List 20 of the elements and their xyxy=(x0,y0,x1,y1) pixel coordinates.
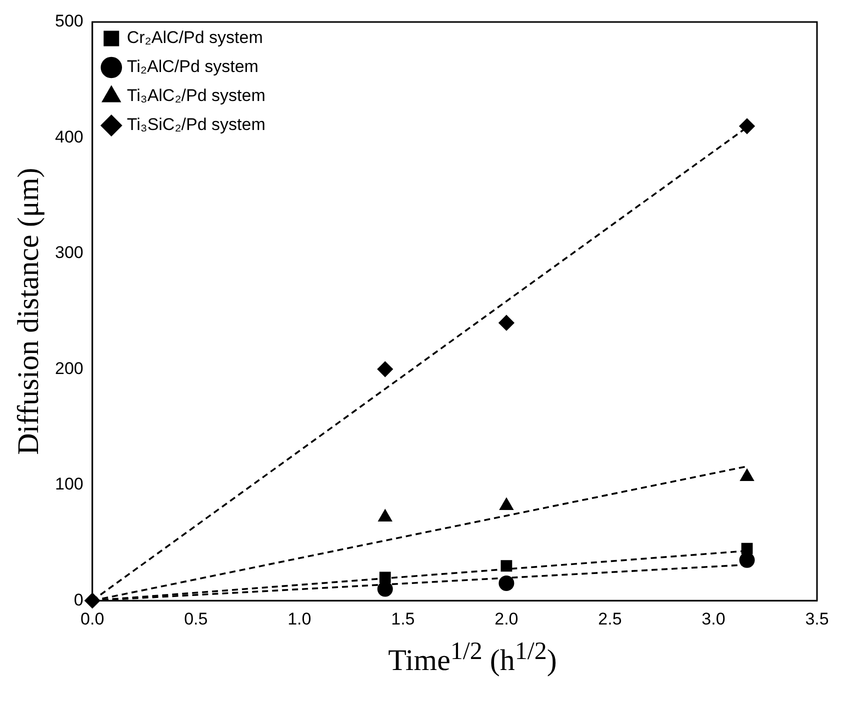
x-tick-label: 0.0 xyxy=(80,609,104,628)
y-axis-title: Diffusion distance (μm) xyxy=(12,168,45,455)
y-tick-label: 500 xyxy=(54,12,84,31)
legend-label: Cr₂AlC/Pd system xyxy=(126,28,263,48)
legend-label: Ti₃AlC₂/Pd system xyxy=(126,86,266,106)
x-tick-label: 2.0 xyxy=(494,609,518,628)
x-tick-label: 3.5 xyxy=(805,609,829,628)
legend-label: Ti₂AlC/Pd system xyxy=(126,57,258,76)
x-tick-label: 3.0 xyxy=(702,609,726,628)
x-tick-label: 1.0 xyxy=(288,609,312,628)
y-tick-label: 200 xyxy=(54,358,84,378)
x-tick-label: 2.5 xyxy=(598,609,622,628)
x-axis-title: Time$^{1/2}$ (h$^{1/2}$) xyxy=(387,638,558,678)
y-tick-label: 0 xyxy=(74,590,84,610)
y-tick-label: 100 xyxy=(54,474,84,494)
y-tick-label: 400 xyxy=(54,127,84,146)
x-tick-label: 0.5 xyxy=(184,609,208,628)
y-tick-label: 300 xyxy=(54,243,84,262)
legend-label: Ti₃SiC₂/Pd system xyxy=(126,115,266,134)
x-tick-label: 1.5 xyxy=(391,609,415,628)
